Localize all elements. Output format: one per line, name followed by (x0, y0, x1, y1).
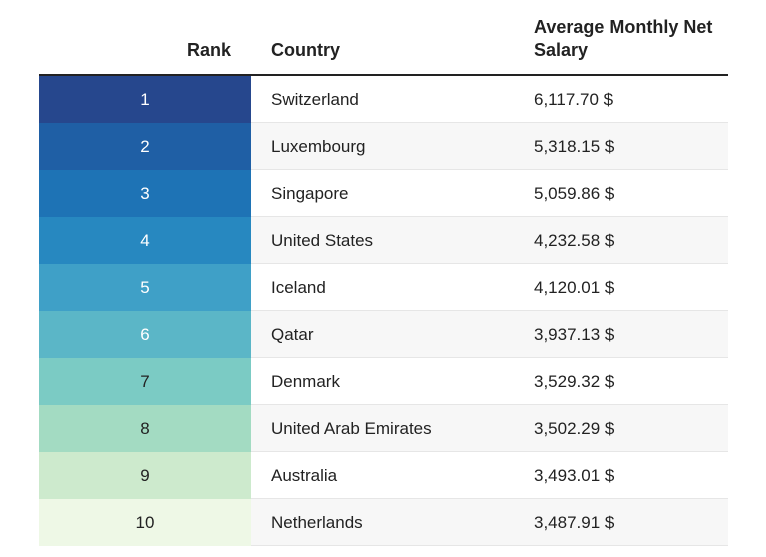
rank-cell: 1 (39, 76, 251, 123)
table-header: Rank Country Average Monthly Net Salary (39, 0, 728, 76)
country-cell: Switzerland (271, 90, 359, 109)
salary-table: Rank Country Average Monthly Net Salary … (39, 0, 728, 546)
header-salary: Average Monthly Net Salary (534, 17, 713, 60)
table-row: 5 Iceland 4,120.01 $ (39, 264, 728, 311)
table-row: 2 Luxembourg 5,318.15 $ (39, 123, 728, 170)
rank-cell: 3 (39, 170, 251, 217)
salary-cell: 3,502.29 $ (534, 419, 615, 438)
rank-cell: 10 (39, 499, 251, 546)
rank-cell: 2 (39, 123, 251, 170)
country-cell: United Arab Emirates (271, 419, 432, 438)
country-cell: Iceland (271, 278, 326, 297)
rank-cell: 4 (39, 217, 251, 264)
salary-cell: 5,059.86 $ (534, 184, 615, 203)
table-row: 6 Qatar 3,937.13 $ (39, 311, 728, 358)
salary-cell: 3,937.13 $ (534, 325, 615, 344)
salary-cell: 4,232.58 $ (534, 231, 615, 250)
rank-cell: 8 (39, 405, 251, 452)
table-row: 10 Netherlands 3,487.91 $ (39, 499, 728, 546)
rank-cell: 5 (39, 264, 251, 311)
country-cell: United States (271, 231, 374, 250)
salary-cell: 5,318.15 $ (534, 137, 615, 156)
country-cell: Qatar (271, 325, 314, 344)
salary-cell: 4,120.01 $ (534, 278, 615, 297)
salary-cell: 3,493.01 $ (534, 466, 615, 485)
salary-cell: 3,487.91 $ (534, 513, 615, 532)
salary-cell: 3,529.32 $ (534, 372, 615, 391)
header-rank: Rank (186, 40, 231, 60)
table-row: 9 Australia 3,493.01 $ (39, 452, 728, 499)
rank-cell: 9 (39, 452, 251, 499)
table-row: 4 United States 4,232.58 $ (39, 217, 728, 264)
country-cell: Netherlands (271, 513, 363, 532)
country-cell: Luxembourg (271, 137, 366, 156)
table-row: 8 United Arab Emirates 3,502.29 $ (39, 405, 728, 452)
table-body: 1 Switzerland 6,117.70 $ 2 Luxembourg 5,318.1… (39, 76, 728, 546)
country-cell: Denmark (271, 372, 340, 391)
country-cell: Australia (271, 466, 338, 485)
rank-cell: 6 (39, 311, 251, 358)
country-cell: Singapore (271, 184, 349, 203)
header-country: Country (271, 40, 340, 60)
rank-cell: 7 (39, 358, 251, 405)
salary-cell: 6,117.70 $ (534, 90, 614, 109)
table-row: 7 Denmark 3,529.32 $ (39, 358, 728, 405)
table-row: 1 Switzerland 6,117.70 $ (39, 76, 728, 123)
table-row: 3 Singapore 5,059.86 $ (39, 170, 728, 217)
